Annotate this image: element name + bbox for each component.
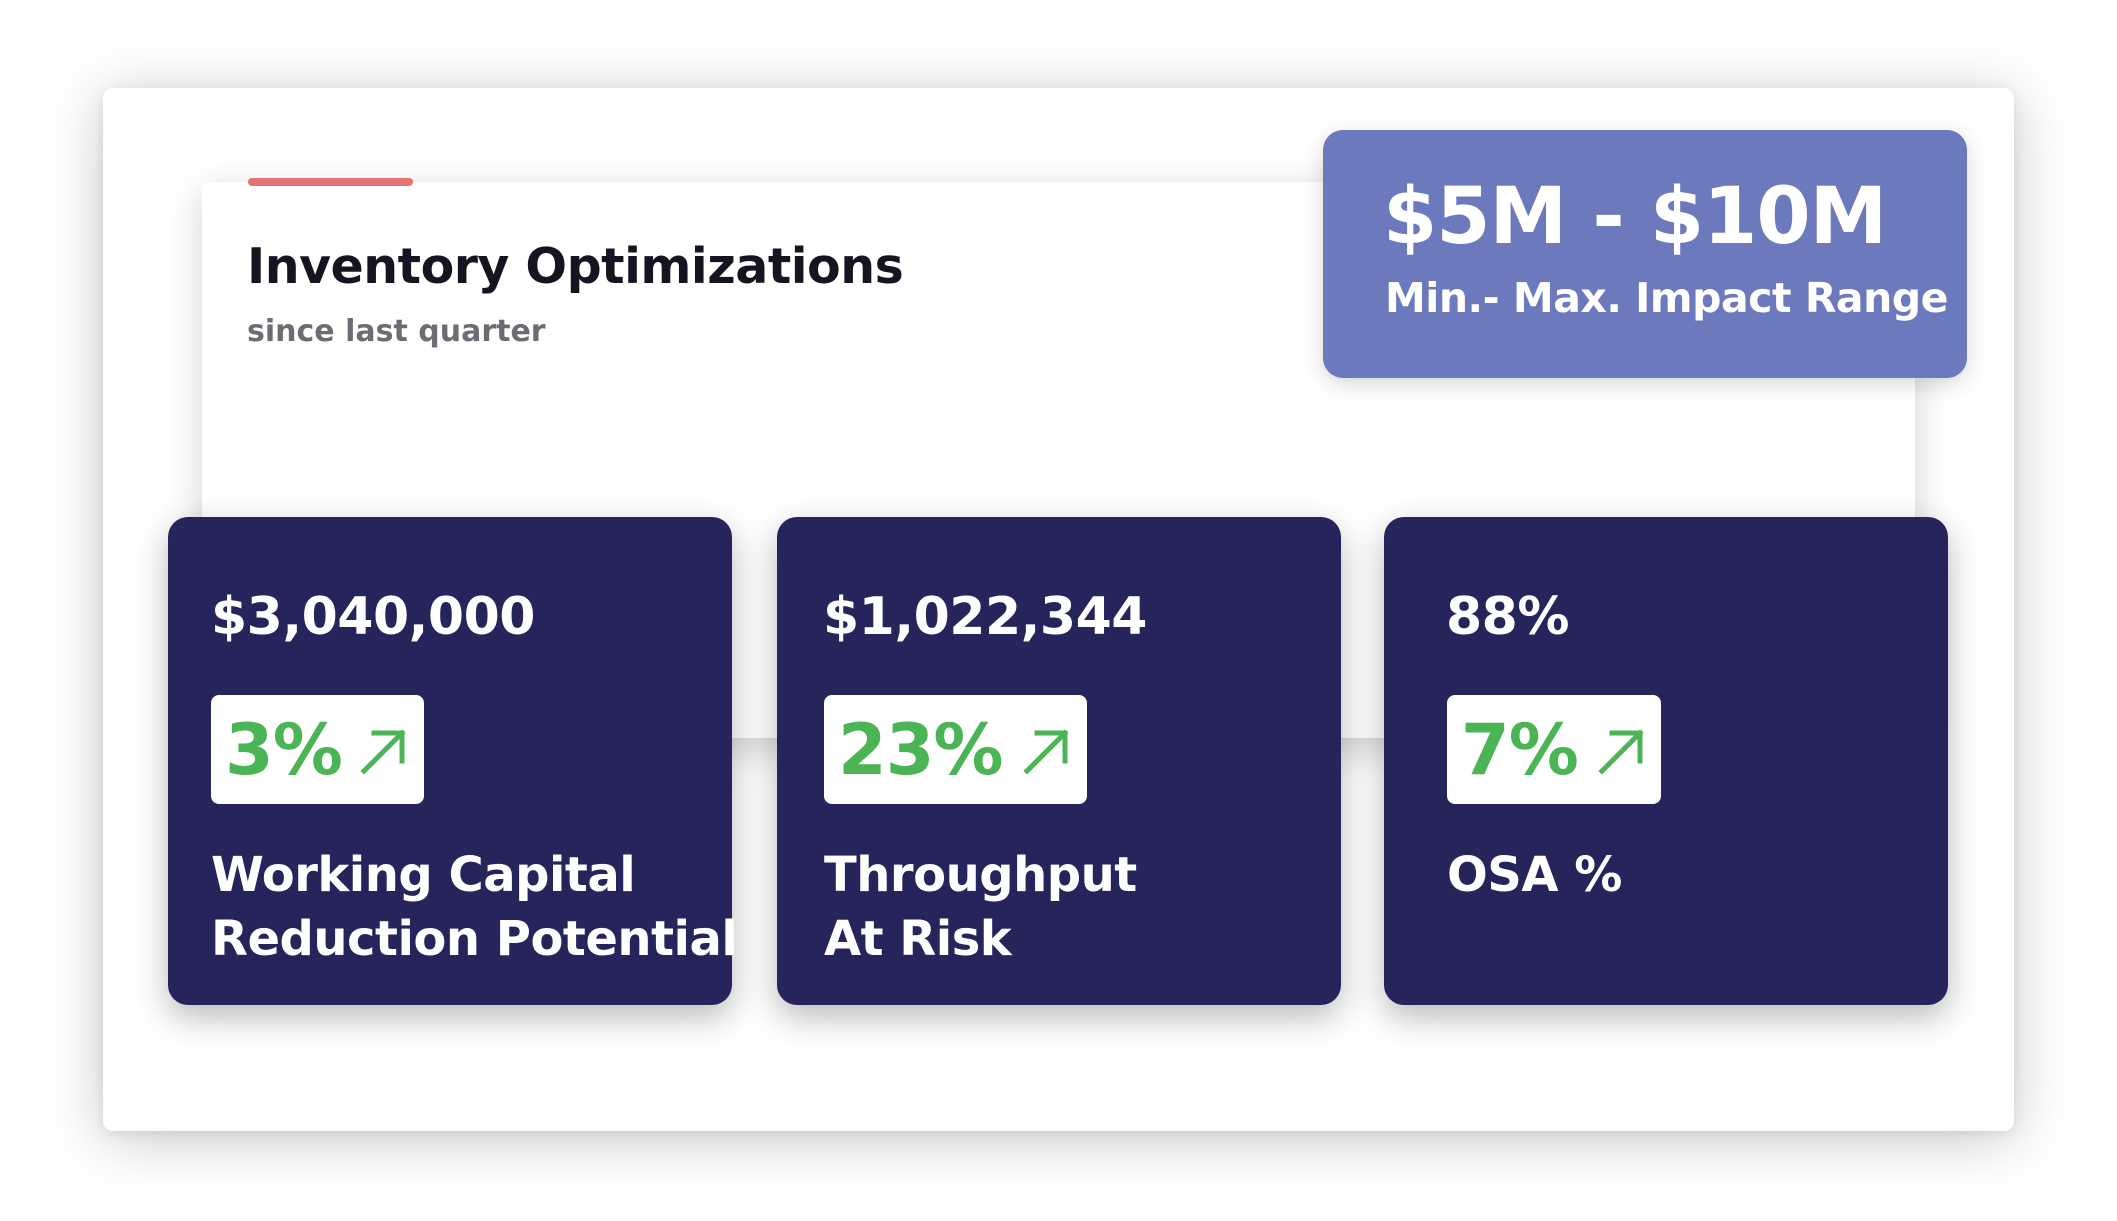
metric-label-line: At Risk <box>824 911 1012 967</box>
impact-range-box: $5M - $10M Min.- Max. Impact Range <box>1323 130 1967 378</box>
metric-card-throughput: $1,022,344 23% Throughput At Risk <box>777 517 1341 1005</box>
change-percent: 3% <box>225 709 343 791</box>
metric-label-line: Working Capital <box>211 847 636 903</box>
metric-label: OSA % <box>1447 843 1622 907</box>
metric-value: $3,040,000 <box>211 587 535 647</box>
panel-accent-bar <box>248 178 413 186</box>
arrow-up-right-icon <box>1598 729 1644 775</box>
metric-label: Working Capital Reduction Potential <box>211 843 738 971</box>
metric-label-line: Throughput <box>824 847 1137 903</box>
metric-card-working-capital: $3,040,000 3% Working Capital Reduction … <box>168 517 738 1005</box>
metric-card-osa: 88% 7% OSA % <box>1384 517 1948 1005</box>
panel-title: Inventory Optimizations <box>247 238 904 295</box>
metric-label-line: Reduction Potential <box>211 911 738 967</box>
change-chip: 23% <box>824 695 1087 804</box>
metric-label: Throughput At Risk <box>824 843 1137 971</box>
change-chip: 7% <box>1447 695 1661 804</box>
impact-range-value: $5M - $10M <box>1383 172 1887 262</box>
change-percent: 23% <box>838 709 1004 791</box>
metric-value: $1,022,344 <box>823 587 1147 647</box>
change-percent: 7% <box>1461 709 1579 791</box>
metric-value: 88% <box>1446 587 1569 647</box>
change-chip: 3% <box>211 695 424 804</box>
arrow-up-right-icon <box>360 729 406 775</box>
metric-label-line: OSA % <box>1447 847 1622 903</box>
arrow-up-right-icon <box>1023 729 1069 775</box>
impact-range-label: Min.- Max. Impact Range <box>1385 274 1948 322</box>
panel-subtitle: since last quarter <box>247 314 546 349</box>
